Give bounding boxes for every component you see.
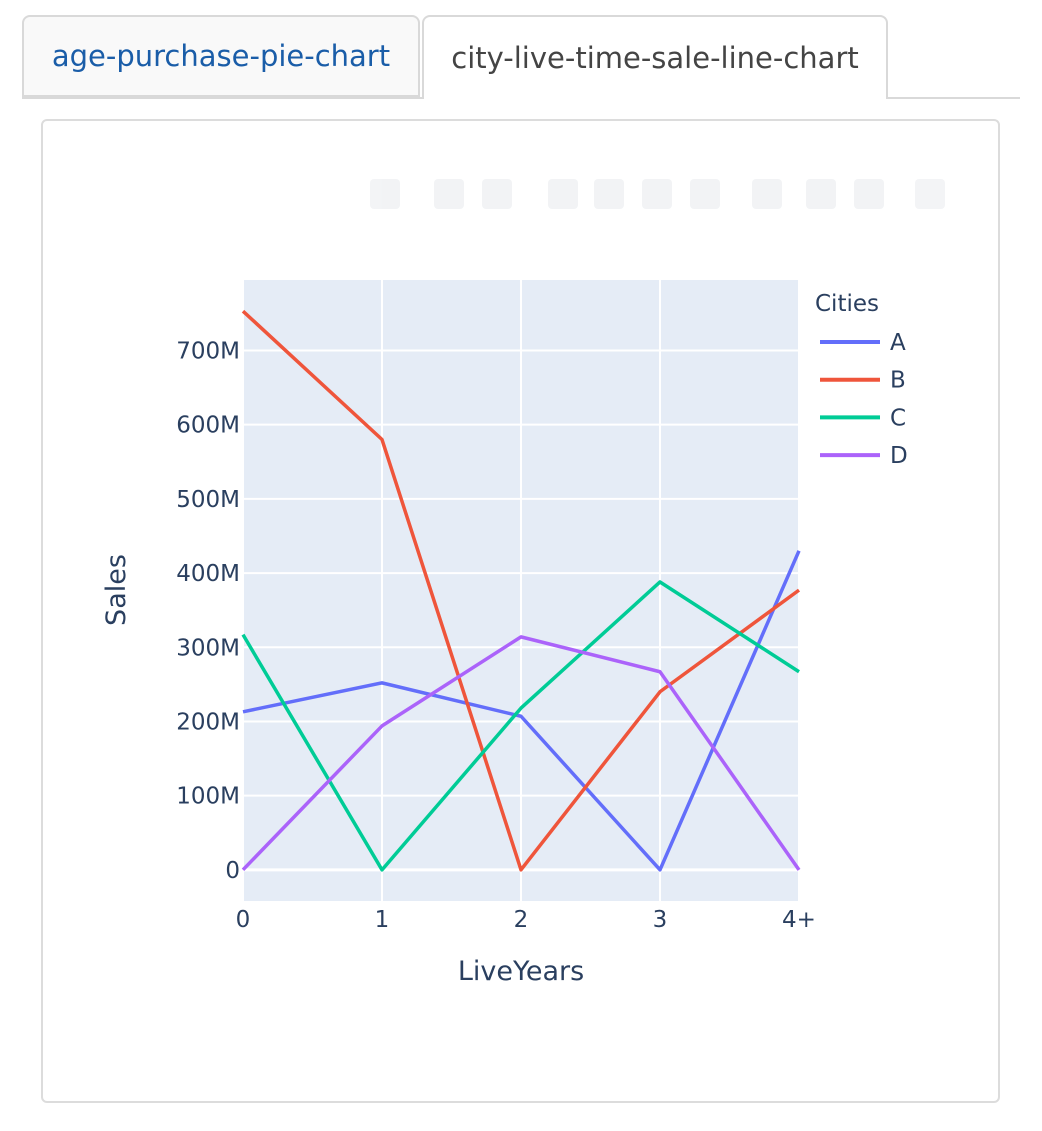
y-tick-label: 700M — [176, 338, 240, 364]
legend-item-a[interactable]: A — [820, 330, 906, 356]
x-tick-label: 2 — [514, 907, 529, 933]
y-tick-label: 400M — [176, 561, 240, 587]
y-axis-title: Sales — [101, 554, 132, 626]
zoom-icon[interactable] — [434, 179, 464, 209]
series-line-a[interactable] — [242, 550, 801, 872]
series-line-b[interactable] — [241, 309, 801, 872]
spike-lines-icon[interactable] — [854, 179, 884, 209]
lasso-select-icon[interactable] — [594, 179, 624, 209]
zoom-out-icon[interactable] — [690, 179, 720, 209]
autoscale-icon[interactable] — [752, 179, 782, 209]
y-tick-label: 0 — [225, 858, 240, 884]
x-axis-title: LiveYears — [458, 956, 584, 987]
series-lines — [241, 309, 801, 872]
y-tick-label: 100M — [176, 784, 240, 810]
legend-label: C — [890, 405, 906, 431]
tab-bar: age-purchase-pie-chart city-live-time-sa… — [0, 0, 1042, 100]
y-tick-label: 600M — [176, 413, 240, 439]
y-axis-ticks: 0 100M 200M 300M 400M 500M 600M 700M — [176, 338, 240, 883]
legend-item-b[interactable]: B — [820, 368, 906, 394]
legend-label: A — [890, 330, 906, 356]
series-line-c[interactable] — [241, 580, 800, 872]
x-tick-label: 4+ — [782, 907, 816, 933]
tab-city-live-time-sale-line-chart[interactable]: city-live-time-sale-line-chart — [422, 15, 888, 99]
y-tick-label: 500M — [176, 487, 240, 513]
legend-item-c[interactable]: C — [820, 405, 906, 431]
y-tick-label: 200M — [176, 709, 240, 735]
plotly-logo-icon[interactable] — [915, 179, 945, 209]
tab-age-purchase-pie-chart[interactable]: age-purchase-pie-chart — [22, 15, 420, 97]
box-select-icon[interactable] — [548, 179, 578, 209]
x-axis-ticks: 0 1 2 3 4+ — [236, 907, 816, 933]
legend-item-d[interactable]: D — [820, 443, 908, 469]
legend-title: Cities — [815, 291, 879, 317]
y-tick-label: 300M — [176, 635, 240, 661]
series-line-d[interactable] — [241, 635, 801, 872]
pan-icon[interactable] — [482, 179, 512, 209]
camera-icon[interactable] — [370, 179, 400, 209]
legend-label: B — [890, 368, 906, 394]
chart-modebar[interactable] — [370, 175, 950, 215]
zoom-in-icon[interactable] — [642, 179, 672, 209]
x-tick-label: 0 — [236, 907, 251, 933]
reset-axes-icon[interactable] — [806, 179, 836, 209]
x-tick-label: 1 — [375, 907, 390, 933]
x-tick-label: 3 — [653, 907, 668, 933]
legend-label: D — [890, 443, 908, 469]
